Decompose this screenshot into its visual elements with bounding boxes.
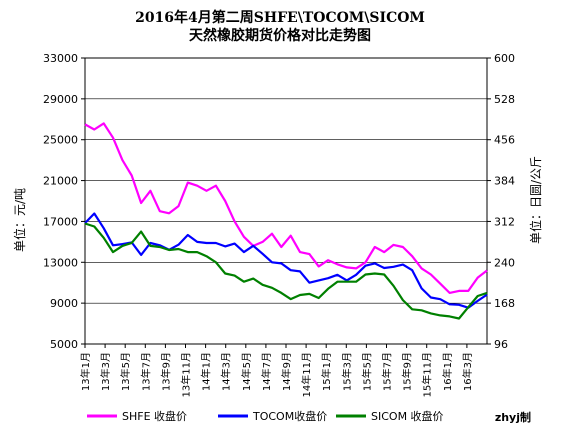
x-tick-label: 15年3月: [340, 352, 353, 391]
y-left-tick-label: 5000: [50, 338, 78, 351]
x-tick-label: 13年3月: [99, 352, 112, 391]
x-tick-label: 13年11月: [180, 352, 193, 397]
x-tick-label: 14年11月: [300, 352, 313, 397]
y-axis-right: 96 168 240 312 384 456 528 600: [487, 52, 515, 351]
legend: SHFE 收盘价 TOCOM收盘价 SICOM 收盘价: [87, 409, 444, 423]
y-left-tick-label: 33000: [43, 52, 78, 65]
y-right-tick-label: 312: [494, 215, 515, 228]
plot-area: [84, 57, 488, 345]
x-tick-label: 13年9月: [159, 352, 172, 391]
y-left-tick-label: 17000: [43, 215, 78, 228]
y-left-tick-label: 29000: [43, 93, 78, 106]
x-tick-label: 16年1月: [441, 352, 454, 391]
x-tick-label: 13年7月: [139, 352, 152, 391]
x-tick-label: 13年1月: [79, 352, 92, 391]
y-axis-left: 5000 9000 13000 17000 21000 25000 29000 33000: [43, 52, 85, 351]
x-tick-label: 15年5月: [360, 352, 373, 391]
y-left-tick-label: 13000: [43, 256, 78, 269]
x-tick-label: 14年1月: [200, 352, 213, 391]
author-credit: zhyj制: [495, 410, 531, 424]
legend-label: TOCOM收盘价: [252, 409, 327, 423]
x-tick-label: 15年9月: [401, 352, 414, 391]
y-right-tick-label: 384: [494, 175, 515, 188]
y-left-tick-label: 25000: [43, 134, 78, 147]
x-tick-label: 14年3月: [220, 352, 233, 391]
y-axis-left-label: 单位：元/吨: [12, 188, 27, 252]
series-line-3: [84, 222, 488, 320]
y-right-tick-label: 168: [494, 297, 515, 310]
series-line-2: [84, 212, 488, 309]
x-tick-label: 14年5月: [240, 352, 253, 391]
chart-title: 2016年4月第二周SHFE\TOCOM\SICOM: [135, 9, 425, 26]
y-left-tick-label: 21000: [43, 175, 78, 188]
x-tick-label: 14年9月: [280, 352, 293, 391]
y-axis-right-label: 单位：日圆/公斤: [528, 156, 543, 244]
series-layer: [84, 122, 488, 320]
y-right-tick-label: 96: [494, 338, 508, 351]
x-tick-label: 14年7月: [260, 352, 273, 391]
grid: [85, 98, 487, 304]
x-axis: 13年1月 13年3月 13年5月 13年7月 13年9月 13年11月 14年1月 14年3…: [79, 344, 474, 397]
x-tick-label: 15年7月: [381, 352, 394, 391]
y-left-tick-label: 9000: [50, 297, 78, 310]
x-tick-label: 15年11月: [421, 352, 434, 397]
series-line-1: [84, 122, 488, 294]
legend-label: SHFE 收盘价: [122, 409, 187, 423]
x-tick-label: 15年1月: [320, 352, 333, 391]
x-tick-label: 16年3月: [461, 352, 474, 391]
y-right-tick-label: 600: [494, 52, 515, 65]
y-right-tick-label: 240: [494, 256, 515, 269]
x-tick-label: 13年5月: [119, 352, 132, 391]
y-right-tick-label: 456: [494, 134, 515, 147]
chart-subtitle: 天然橡胶期货价格对比走势图: [189, 27, 371, 44]
legend-label: SICOM 收盘价: [371, 409, 444, 423]
y-right-tick-label: 528: [494, 93, 515, 106]
